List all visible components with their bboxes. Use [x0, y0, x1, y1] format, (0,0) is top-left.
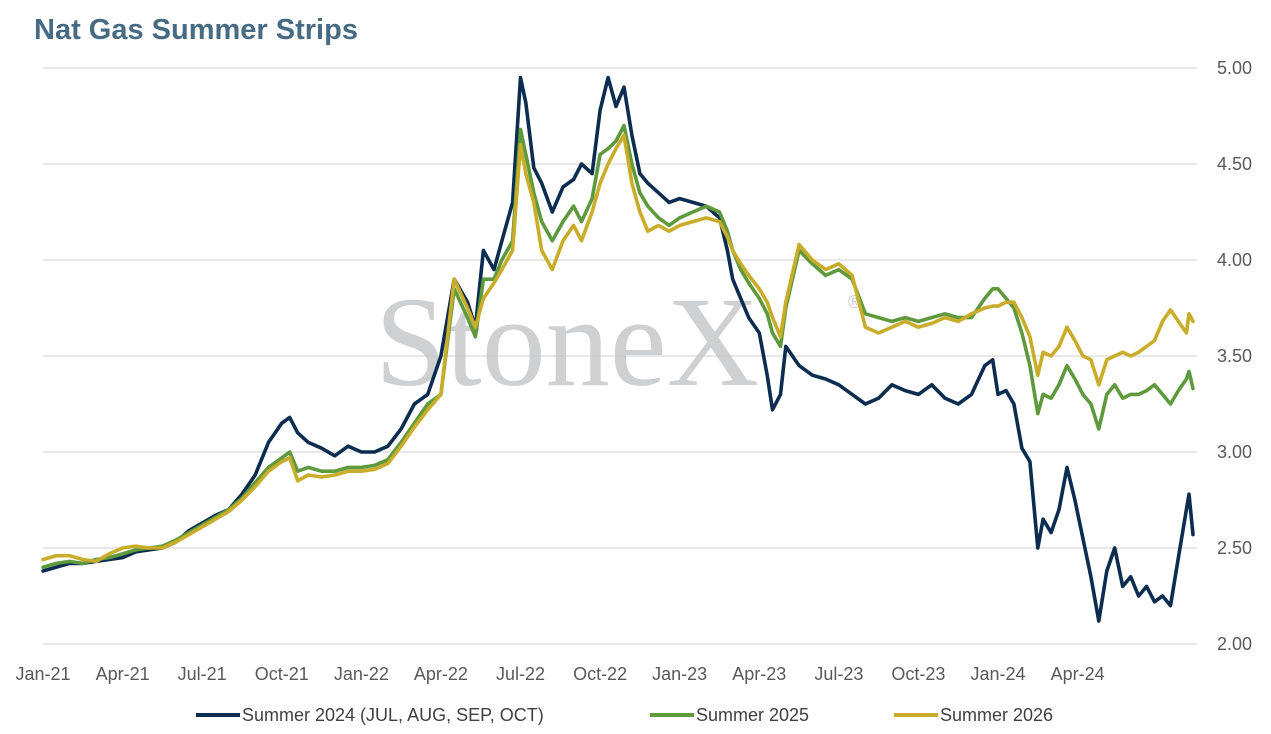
y-tick-label: 4.00	[1217, 250, 1252, 270]
series-line-3	[41, 133, 1195, 564]
y-tick-label: 2.50	[1217, 538, 1252, 558]
x-tick-label: Jul-23	[814, 664, 863, 684]
x-tick-label: Apr-24	[1051, 664, 1105, 684]
x-axis-ticks: Jan-21 Apr-21 Jul-21 Oct-21 Jan-22 Apr-22 Jul-…	[15, 664, 1104, 684]
x-tick-label: Oct-22	[573, 664, 627, 684]
x-tick-label: Jan-22	[334, 664, 389, 684]
x-tick-label: Apr-22	[414, 664, 468, 684]
x-tick-label: Oct-23	[891, 664, 945, 684]
legend-label: Summer 2026	[940, 705, 1053, 725]
x-tick-label: Oct-21	[255, 664, 309, 684]
x-tick-label: Jul-22	[496, 664, 545, 684]
x-tick-label: Jan-24	[970, 664, 1025, 684]
gridlines	[43, 67, 1197, 645]
chart-title: Nat Gas Summer Strips	[34, 14, 358, 46]
series-lines	[41, 75, 1195, 623]
x-tick-label: Jan-21	[15, 664, 70, 684]
x-tick-label: Jul-21	[178, 664, 227, 684]
watermark-text: StoneX	[375, 271, 759, 413]
x-tick-label: Jan-23	[652, 664, 707, 684]
x-tick-label: Apr-23	[732, 664, 786, 684]
y-tick-label: 3.00	[1217, 442, 1252, 462]
y-tick-label: 5.00	[1217, 58, 1252, 78]
series-line-2	[41, 123, 1195, 569]
y-tick-label: 3.50	[1217, 346, 1252, 366]
y-axis-ticks: 2.00 2.50 3.00 3.50 4.00 4.50 5.00	[1217, 58, 1252, 654]
x-tick-label: Apr-21	[96, 664, 150, 684]
y-tick-label: 2.00	[1217, 634, 1252, 654]
series-line-1	[41, 75, 1195, 623]
legend-label: Summer 2025	[696, 705, 809, 725]
legend: Summer 2024 (JUL, AUG, SEP, OCT) Summer 2…	[196, 705, 1053, 725]
y-tick-label: 4.50	[1217, 154, 1252, 174]
legend-label: Summer 2024 (JUL, AUG, SEP, OCT)	[242, 705, 544, 725]
